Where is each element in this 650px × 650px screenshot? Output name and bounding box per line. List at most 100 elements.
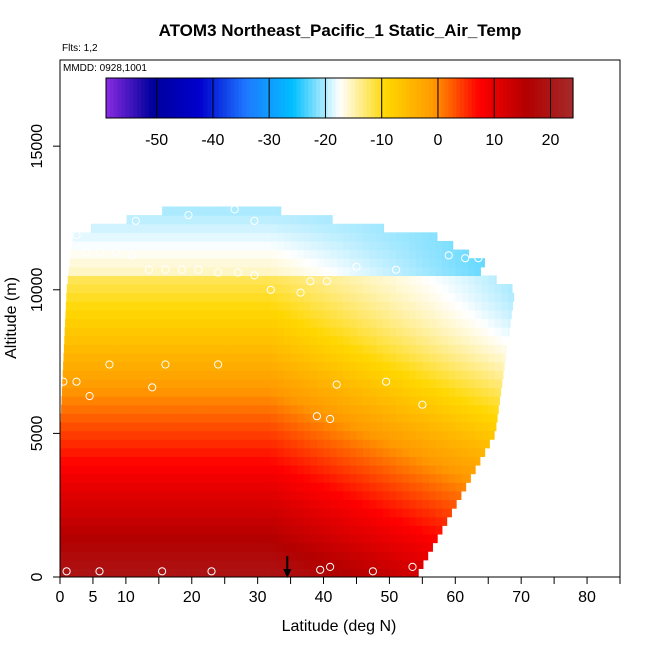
curtain-cell [73,301,81,311]
curtain-cell [488,318,496,328]
curtain-cell [415,508,423,518]
curtain-cell [185,352,193,363]
colorbar-segment [253,78,259,118]
curtain-cell [376,301,384,311]
curtain-cell [165,318,173,328]
curtain-cell [158,421,167,432]
curtain-cell [435,327,443,337]
curtain-cell [277,223,285,233]
curtain-cell [257,223,265,233]
curtain-cell [415,525,423,535]
curtain-cell [178,482,186,492]
colorbar-segment [195,78,200,118]
curtain-cell [415,490,423,501]
curtain-cell [198,318,206,328]
curtain-cell [185,275,193,285]
curtain-cell [172,525,180,535]
curtain-cell [363,396,371,406]
curtain-cell [165,387,173,397]
curtain-cell [369,301,377,311]
curtain-cell [356,387,364,397]
curtain-cell [428,301,437,311]
curtain-cell [376,542,384,552]
curtain-cell [330,430,338,440]
curtain-cell [178,232,186,242]
curtain-cell [145,525,153,535]
curtain-cell [106,447,114,457]
curtain-cell [468,292,476,302]
curtain-cell [284,525,292,535]
curtain-cell [468,464,476,475]
colorbar-segment [390,78,395,118]
curtain-cell [198,516,206,526]
curtain-cell [415,352,423,363]
curtain-cell [61,387,68,397]
curtain-cell [409,447,417,457]
curtain-cell [92,223,101,233]
curtain-cell [251,542,259,552]
curtain-cell [396,301,404,311]
curtain-cell [396,525,404,535]
curtain-cell [185,499,193,509]
curtain-cell [349,447,358,457]
curtain-cell [389,490,397,501]
curtain-cell [488,309,496,320]
curtain-cell [106,240,114,251]
curtain-cell [297,396,305,406]
curtain-cell [468,378,476,389]
curtain-cell [251,430,259,440]
curtain-cell [204,387,213,397]
curtain-cell [330,266,338,277]
curtain-cell [119,344,127,354]
curtain-cell [152,361,160,371]
curtain-cell [231,559,239,569]
curtain-cell [343,439,351,449]
curtain-cell [119,309,127,320]
curtain-cell [277,292,285,302]
curtain-cell [356,344,364,354]
curtain-cell [106,516,114,526]
curtain-cell [172,490,180,501]
curtain-cell [73,396,81,406]
curtain-cell [297,215,305,225]
curtain-cell [211,266,219,277]
curtain-cell [369,430,377,440]
curtain-cell [455,447,463,457]
curtain-cell [343,352,351,363]
curtain-cell [251,258,259,268]
curtain-cell [191,447,199,457]
curtain-cell [139,542,147,552]
curtain-cell [178,223,186,233]
curtain-cell [461,352,470,363]
flight-track-point [111,248,121,257]
curtain-cell [92,482,101,492]
curtain-cell [224,559,232,569]
curtain-cell [264,464,272,475]
curtain-cell [178,490,186,501]
curtain-cell [448,344,456,354]
curtain-cell [277,464,285,475]
curtain-cell [191,275,199,285]
curtain-cell [402,490,410,501]
curtain-cell [363,456,371,466]
curtain-cell [92,551,101,561]
curtain-cell [145,335,153,345]
colorbar-segment [176,78,181,118]
curtain-cell [277,490,285,501]
curtain-cell [409,318,417,328]
curtain-cell [172,249,180,259]
curtain-cell [448,430,456,440]
curtain-cell [415,516,423,526]
colorbar-segment [514,78,520,118]
curtain-cell [494,301,503,311]
curtain-cell [218,430,226,440]
curtain-cell [349,352,358,363]
curtain-cell [349,318,358,328]
curtain-cell [382,258,391,268]
curtain-cell [442,430,450,440]
curtain-cell [389,499,397,509]
curtain-cell [66,533,74,544]
curtain-cell [132,327,140,337]
curtain-cell [139,456,147,466]
curtain-cell [198,551,206,561]
